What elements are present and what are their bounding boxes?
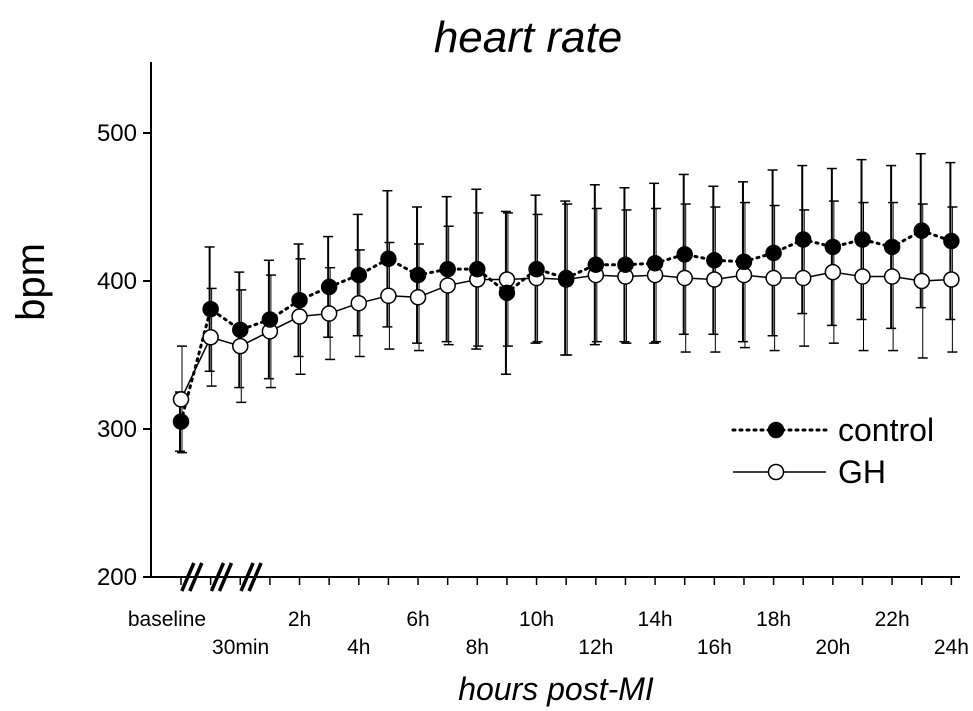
data-point-control <box>380 250 397 268</box>
x-tick-label: 14h <box>638 608 673 631</box>
x-tick-label: 18h <box>756 608 791 631</box>
data-point-control <box>913 222 930 239</box>
legend: control GH <box>731 412 934 490</box>
data-point-gh <box>824 263 842 281</box>
data-point-control <box>261 311 279 328</box>
y-axis-label: bpm <box>9 243 53 321</box>
data-point-control <box>498 284 516 302</box>
data-point-control <box>202 300 219 318</box>
data-point-gh <box>765 269 782 287</box>
x-tick-label: 8h <box>466 636 489 659</box>
data-point-control <box>765 244 782 262</box>
legend-label: control <box>838 412 934 448</box>
data-point-gh <box>794 269 812 287</box>
y-tick-label: 300 <box>97 416 137 443</box>
x-tick-label: 30min <box>212 636 269 659</box>
data-point-gh <box>380 287 397 305</box>
axis-break-slash <box>188 562 204 592</box>
x-tick-label: 22h <box>875 608 910 631</box>
data-point-gh <box>913 272 930 290</box>
data-point-control <box>676 246 693 263</box>
axis-break-slash <box>180 562 196 592</box>
data-point-control <box>883 238 901 256</box>
data-point-control <box>439 260 456 278</box>
legend-label: GH <box>838 454 886 490</box>
data-point-gh <box>706 271 723 288</box>
data-point-gh <box>202 328 219 346</box>
data-point-control <box>706 252 723 269</box>
axis-break-mark <box>239 562 263 592</box>
data-point-control <box>469 260 486 278</box>
data-point-gh <box>172 391 190 408</box>
data-point-control <box>943 232 960 250</box>
axis-break-slash <box>217 562 234 592</box>
data-point-control <box>528 260 545 278</box>
data-point-control <box>232 321 249 339</box>
x-tick-label: 12h <box>578 636 613 659</box>
data-point-gh <box>676 269 693 287</box>
y-tick-label: 400 <box>97 268 137 295</box>
data-point-gh <box>350 294 368 312</box>
x-tick-label: 2h <box>288 608 311 631</box>
x-tick-label: 20h <box>815 636 850 659</box>
data-point-gh <box>883 268 901 285</box>
data-point-gh <box>439 277 456 294</box>
data-point-gh <box>409 289 427 306</box>
legend-marker <box>767 463 785 481</box>
y-tick-label: 500 <box>97 120 137 147</box>
chart-title: heart rate <box>434 13 622 62</box>
data-point-control <box>172 413 190 430</box>
y-tick-label: 200 <box>97 564 137 591</box>
axis-break-mark <box>209 562 234 592</box>
data-markers <box>172 222 960 430</box>
data-point-control <box>291 291 308 309</box>
data-point-control <box>646 254 664 272</box>
data-point-gh <box>943 271 960 288</box>
x-tick-label: baseline <box>128 608 206 631</box>
x-tick-label: 16h <box>697 636 732 659</box>
axes: 200 300 400 500 baseline 30min 2h 4h 6h 8h 10h 12h 1… <box>97 62 969 659</box>
x-tick-label: 6h <box>406 608 429 631</box>
data-point-control <box>320 278 338 296</box>
x-tick-label: 4h <box>347 636 370 659</box>
axis-break-mark <box>180 562 204 592</box>
data-point-control <box>824 238 842 256</box>
legend-entry-control: control <box>731 412 934 448</box>
data-point-control <box>794 231 812 248</box>
data-point-gh <box>291 308 308 325</box>
axis-break-slash <box>209 562 226 592</box>
data-point-control <box>409 266 427 284</box>
data-point-gh <box>320 305 338 322</box>
axis-break-slash <box>239 562 255 592</box>
axis-break-slash <box>247 562 263 592</box>
data-point-control <box>735 253 753 271</box>
data-point-control <box>587 256 605 273</box>
legend-marker <box>767 421 785 439</box>
data-point-gh <box>854 268 871 285</box>
data-point-gh <box>232 337 249 355</box>
data-point-control <box>557 269 575 287</box>
legend-entry-gh: GH <box>733 454 886 490</box>
x-tick-label: 24h <box>934 636 969 659</box>
data-point-control <box>854 231 871 248</box>
data-point-control <box>350 266 368 284</box>
x-axis-label: hours post-MI <box>458 671 654 707</box>
x-tick-label: 10h <box>519 608 554 631</box>
data-point-control <box>617 256 634 273</box>
